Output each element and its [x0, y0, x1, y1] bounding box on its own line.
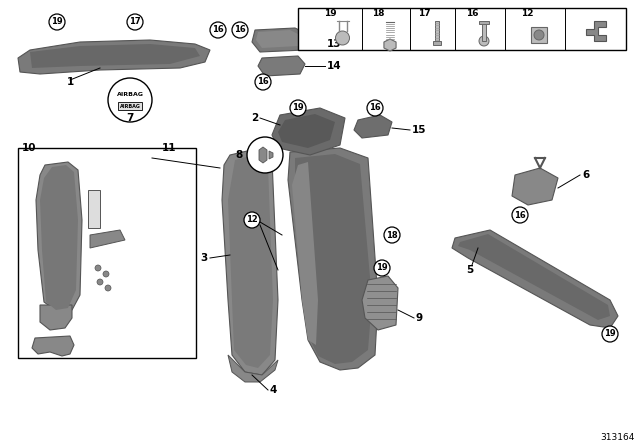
Circle shape	[602, 326, 618, 342]
Bar	[531, 27, 547, 43]
Circle shape	[512, 207, 528, 223]
Text: 5: 5	[467, 265, 474, 275]
Polygon shape	[452, 230, 618, 328]
Text: 16: 16	[257, 78, 269, 86]
Text: 6: 6	[582, 170, 589, 180]
Text: 16: 16	[369, 103, 381, 112]
Polygon shape	[259, 147, 267, 163]
Circle shape	[97, 279, 103, 285]
Polygon shape	[272, 108, 345, 155]
Text: 19: 19	[324, 9, 337, 18]
Text: 19: 19	[292, 103, 304, 112]
Text: 12: 12	[521, 9, 533, 18]
Circle shape	[105, 285, 111, 291]
Circle shape	[232, 22, 248, 38]
Text: 17: 17	[129, 17, 141, 26]
Text: 13: 13	[327, 39, 342, 49]
Text: AIRBAG: AIRBAG	[116, 92, 143, 98]
Polygon shape	[362, 276, 398, 330]
Polygon shape	[118, 102, 142, 110]
Circle shape	[384, 227, 400, 243]
Polygon shape	[40, 165, 78, 310]
Polygon shape	[384, 39, 396, 51]
Circle shape	[244, 212, 260, 228]
Text: 16: 16	[514, 211, 526, 220]
Text: 15: 15	[412, 125, 426, 135]
Circle shape	[374, 260, 390, 276]
Circle shape	[210, 22, 226, 38]
Text: 1: 1	[67, 77, 74, 87]
Text: 17: 17	[418, 9, 431, 18]
Bar	[88, 190, 100, 228]
Circle shape	[290, 100, 306, 116]
Circle shape	[534, 30, 544, 40]
Text: 3: 3	[201, 253, 208, 263]
Polygon shape	[228, 355, 278, 382]
Polygon shape	[252, 28, 310, 52]
Polygon shape	[32, 336, 74, 356]
Polygon shape	[30, 44, 200, 68]
Text: 313164: 313164	[600, 433, 635, 442]
Polygon shape	[354, 115, 392, 138]
Text: 19: 19	[51, 17, 63, 26]
Text: 9: 9	[416, 313, 423, 323]
Polygon shape	[258, 56, 305, 76]
Polygon shape	[288, 148, 378, 370]
Polygon shape	[292, 162, 318, 345]
Circle shape	[247, 137, 283, 173]
Text: 16: 16	[212, 26, 224, 34]
Polygon shape	[228, 154, 273, 368]
Polygon shape	[90, 230, 125, 248]
Text: 4: 4	[270, 385, 277, 395]
Circle shape	[127, 14, 143, 30]
Circle shape	[103, 271, 109, 277]
Polygon shape	[295, 154, 372, 364]
Polygon shape	[36, 162, 82, 312]
Polygon shape	[269, 151, 273, 159]
Text: 10: 10	[22, 143, 36, 153]
Text: 12: 12	[246, 215, 258, 224]
Circle shape	[108, 78, 152, 122]
Polygon shape	[18, 40, 210, 74]
Circle shape	[49, 14, 65, 30]
Bar	[482, 23, 486, 41]
Text: 16: 16	[466, 9, 478, 18]
Circle shape	[479, 36, 489, 46]
Text: 16: 16	[234, 26, 246, 34]
Circle shape	[367, 100, 383, 116]
Text: 19: 19	[604, 329, 616, 339]
Polygon shape	[40, 305, 72, 330]
Bar	[479, 21, 489, 24]
Text: 19: 19	[376, 263, 388, 272]
Bar	[435, 21, 438, 43]
Circle shape	[95, 265, 101, 271]
Bar	[298, 8, 626, 50]
Text: 2: 2	[251, 113, 258, 123]
Text: 18: 18	[386, 231, 398, 240]
Bar	[433, 41, 440, 45]
Polygon shape	[586, 21, 605, 41]
Polygon shape	[458, 234, 610, 320]
Polygon shape	[278, 114, 335, 148]
Text: 7: 7	[126, 113, 134, 123]
Bar	[18, 148, 196, 358]
Polygon shape	[256, 30, 302, 48]
Circle shape	[255, 74, 271, 90]
Text: 11: 11	[162, 143, 177, 153]
Text: 8: 8	[236, 150, 243, 160]
Text: AIRBAG: AIRBAG	[120, 103, 140, 108]
Polygon shape	[222, 148, 278, 375]
Circle shape	[335, 31, 349, 45]
Text: 18: 18	[372, 9, 384, 18]
Polygon shape	[512, 168, 558, 205]
Text: 14: 14	[327, 61, 342, 71]
